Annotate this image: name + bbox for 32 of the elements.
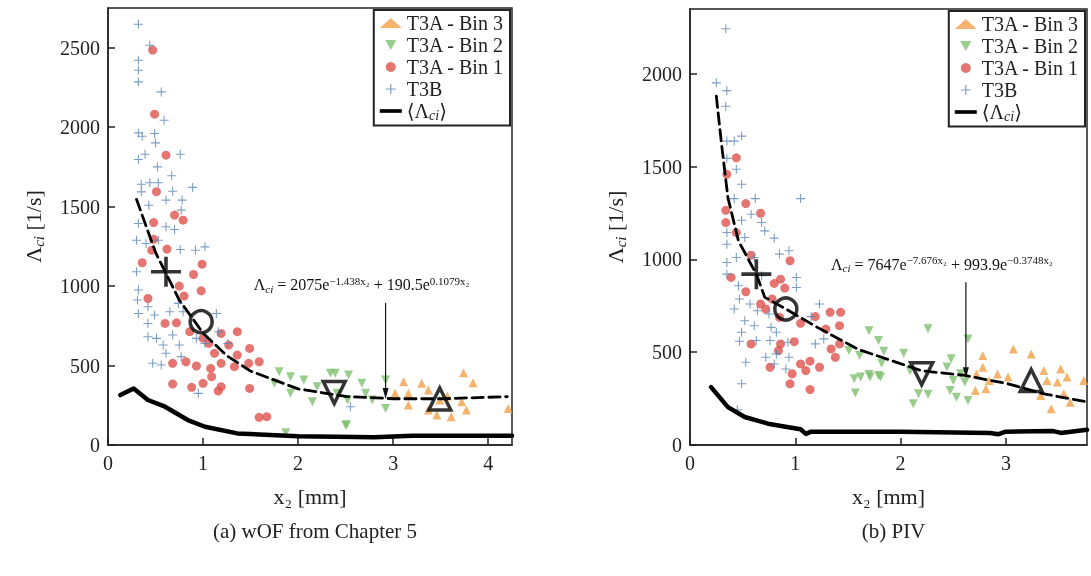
y-tick-label: 2000: [642, 62, 682, 85]
legend-label: T3A - Bin 3: [406, 12, 503, 34]
x-tick-label: 3: [388, 452, 399, 474]
legend-label: T3A - Bin 2: [981, 35, 1078, 57]
legend-label: T3A - Bin 1: [981, 57, 1078, 79]
text: (b) PIV: [861, 518, 926, 543]
x-tick-label: 1: [198, 452, 209, 474]
y-tick-label: 500: [70, 354, 100, 377]
y-tick-label: 500: [652, 341, 682, 364]
y-tick-label: 2000: [60, 116, 100, 139]
x-tick-label: 3: [1000, 452, 1011, 474]
y-tick-label: 0: [672, 434, 682, 456]
y-axis-title: Λci [1/s]: [21, 190, 47, 263]
legend-label: T3B: [406, 78, 443, 100]
x-tick-label: 1: [790, 452, 801, 474]
y-axis-title: Λci [1/s]: [603, 190, 629, 264]
y-tick-label: 1000: [642, 248, 682, 271]
legend-label: T3B: [981, 79, 1018, 101]
x-axis-title: x₂ [mm]: [273, 483, 347, 509]
y-tick-label: 1500: [60, 195, 100, 218]
y-tick-label: 2500: [60, 36, 100, 59]
legend-label: T3A - Bin 1: [406, 56, 503, 78]
y-tick-label: 1000: [60, 275, 100, 298]
legend-label: T3A - Bin 2: [406, 34, 503, 56]
text: (a) wOF from Chapter 5: [212, 518, 418, 543]
y-tick-label: 1500: [642, 155, 682, 178]
x-tick-label: 2: [293, 452, 304, 474]
x-tick-label: 2: [895, 452, 906, 474]
y-tick-label: 0: [90, 434, 100, 456]
x-axis-title: x₂ [mm]: [851, 483, 926, 509]
legend-label: T3A - Bin 3: [981, 13, 1078, 35]
x-tick-label: 4: [483, 452, 494, 474]
